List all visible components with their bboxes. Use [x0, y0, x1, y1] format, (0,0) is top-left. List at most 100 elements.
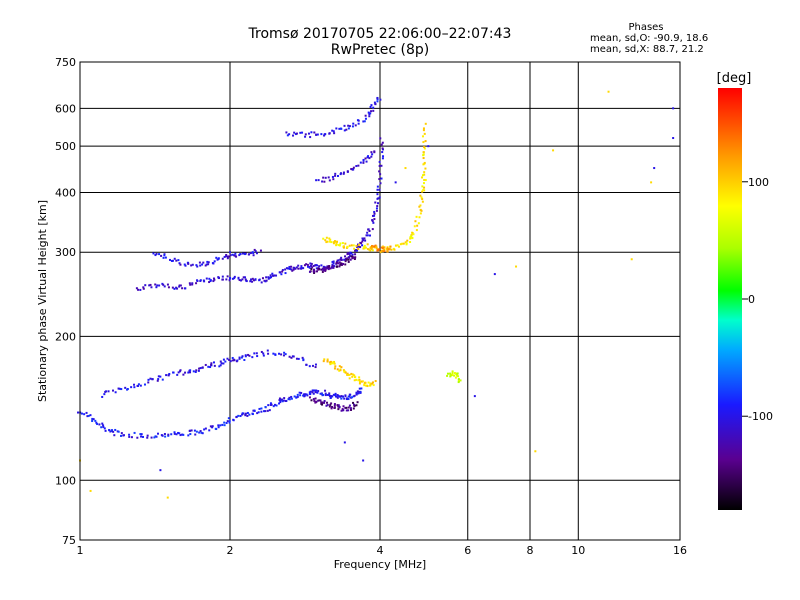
data-point: [383, 246, 386, 249]
data-point: [117, 430, 120, 433]
data-point: [176, 287, 179, 290]
data-point: [371, 381, 374, 384]
data-point: [453, 374, 456, 377]
data-point: [345, 128, 348, 131]
data-point: [278, 402, 281, 405]
data-point: [89, 414, 92, 417]
data-point: [170, 259, 173, 262]
data-point: [365, 160, 368, 163]
data-point: [338, 265, 341, 268]
data-point: [352, 168, 355, 171]
data-point: [323, 266, 326, 269]
data-point: [325, 236, 328, 239]
data-point: [368, 248, 371, 251]
data-point: [246, 411, 249, 414]
data-point: [339, 172, 342, 175]
data-point: [285, 267, 288, 270]
data-point: [332, 241, 335, 244]
data-point: [142, 286, 145, 289]
data-point: [377, 202, 380, 205]
data-point: [201, 366, 204, 369]
data-point: [370, 247, 373, 250]
data-point: [165, 374, 168, 377]
data-point: [251, 277, 254, 280]
data-point: [409, 241, 412, 244]
data-point: [272, 352, 275, 355]
data-point: [422, 157, 425, 160]
data-point: [103, 393, 106, 396]
colorbar-tick-label: 100: [748, 176, 769, 189]
data-point: [344, 260, 347, 263]
data-point: [335, 261, 338, 264]
data-point: [411, 237, 414, 240]
data-point: [401, 242, 404, 245]
data-point: [323, 401, 326, 404]
data-point: [152, 252, 155, 255]
data-point: [340, 263, 343, 266]
data-point: [357, 248, 360, 251]
data-point: [318, 399, 321, 402]
data-point: [332, 262, 335, 265]
data-point: [347, 406, 350, 409]
data-point: [143, 383, 146, 386]
data-point: [414, 220, 417, 223]
data-point: [393, 248, 396, 251]
data-point: [248, 354, 251, 357]
data-point: [330, 241, 333, 244]
data-point: [350, 252, 353, 255]
data-point: [349, 258, 352, 261]
data-point: [282, 354, 285, 357]
data-point: [367, 155, 370, 158]
data-point: [423, 161, 426, 164]
data-point: [285, 131, 288, 134]
data-point: [315, 267, 318, 270]
data-point: [402, 242, 405, 245]
data-point: [199, 264, 202, 267]
data-point: [381, 151, 384, 154]
data-point: [379, 182, 382, 185]
data-point: [316, 391, 319, 394]
data-point: [358, 382, 361, 385]
data-point: [164, 435, 167, 438]
data-point: [319, 392, 322, 395]
data-point: [263, 410, 266, 413]
data-point: [323, 269, 326, 272]
data-point: [369, 246, 372, 249]
data-point: [347, 260, 350, 263]
data-point: [281, 400, 284, 403]
data-point: [147, 378, 150, 381]
data-point: [328, 240, 331, 243]
data-point: [348, 244, 351, 247]
data-point: [171, 259, 174, 262]
data-point: [119, 434, 122, 437]
data-point: [381, 245, 384, 248]
data-point: [254, 250, 257, 253]
data-point: [199, 430, 202, 433]
y-tick-label: 200: [55, 330, 76, 343]
data-point: [288, 396, 291, 399]
data-point: [388, 247, 391, 250]
data-point: [362, 158, 365, 161]
data-point: [91, 420, 94, 423]
data-point: [324, 394, 327, 397]
data-point: [334, 174, 337, 177]
data-point: [178, 284, 181, 287]
data-point: [315, 133, 318, 136]
data-point: [351, 256, 354, 259]
data-point: [325, 241, 328, 244]
data-point: [177, 259, 180, 262]
data-point: [375, 245, 378, 248]
data-point: [336, 394, 339, 397]
data-point: [370, 151, 373, 154]
data-point: [354, 124, 357, 127]
data-point: [370, 110, 373, 113]
data-point: [227, 255, 230, 258]
data-point: [191, 263, 194, 266]
data-point: [288, 133, 291, 136]
data-point: [110, 429, 113, 432]
data-point: [124, 386, 127, 389]
data-point: [153, 436, 156, 439]
data-point: [378, 178, 381, 181]
data-point: [313, 268, 316, 271]
data-point: [234, 252, 237, 255]
